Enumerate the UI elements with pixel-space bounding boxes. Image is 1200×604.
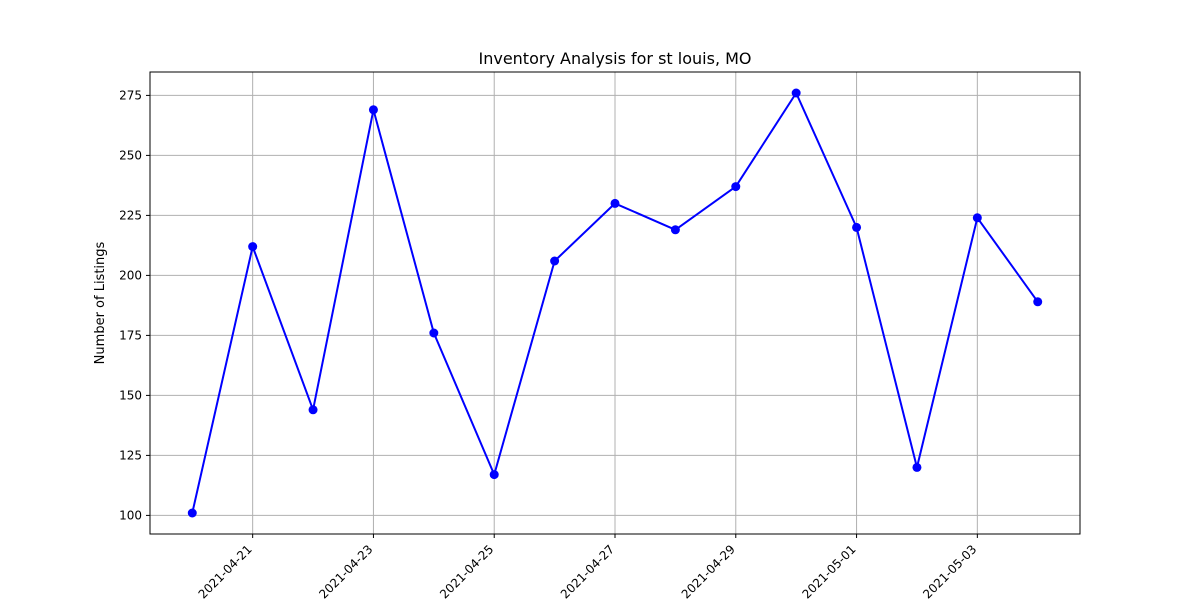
data-point — [550, 256, 560, 266]
x-tick-label: 2021-04-25 — [437, 542, 496, 600]
y-tick-label: 150 — [119, 388, 142, 402]
x-tick-label: 2021-04-23 — [316, 542, 375, 600]
data-point — [610, 198, 620, 208]
data-point — [368, 105, 378, 115]
y-tick-label: 100 — [119, 508, 142, 522]
y-tick-label: 175 — [119, 328, 142, 342]
y-axis-title: Number of Listings — [93, 241, 108, 364]
series-layer — [187, 88, 1043, 518]
data-point — [308, 405, 318, 415]
data-point — [912, 462, 922, 472]
x-tick-label: 2021-04-27 — [558, 542, 617, 600]
y-tick-label: 225 — [119, 208, 142, 222]
grid-lines — [150, 72, 1080, 534]
data-point — [187, 508, 197, 518]
x-tick-label: 2021-04-29 — [679, 542, 738, 600]
axis-ticks: 100 125 150 175 200 225 250 275 2021-04-21 2021-0… — [119, 88, 979, 601]
data-point — [852, 222, 862, 232]
data-point — [972, 213, 982, 223]
y-tick-label: 275 — [119, 88, 142, 102]
x-tick-label: 2021-05-03 — [920, 542, 979, 600]
x-tick-label: 2021-04-21 — [196, 542, 255, 600]
data-point — [248, 242, 258, 252]
x-tick-label: 2021-05-01 — [799, 542, 858, 600]
data-point — [1033, 297, 1043, 307]
data-point — [429, 328, 439, 338]
data-point — [731, 182, 741, 192]
chart-title: Inventory Analysis for st louis, MO — [478, 49, 751, 68]
data-point — [489, 470, 499, 480]
y-tick-label: 125 — [119, 448, 142, 462]
data-point — [791, 88, 801, 98]
y-tick-label: 250 — [119, 148, 142, 162]
y-tick-label: 200 — [119, 268, 142, 282]
data-point — [670, 225, 680, 235]
